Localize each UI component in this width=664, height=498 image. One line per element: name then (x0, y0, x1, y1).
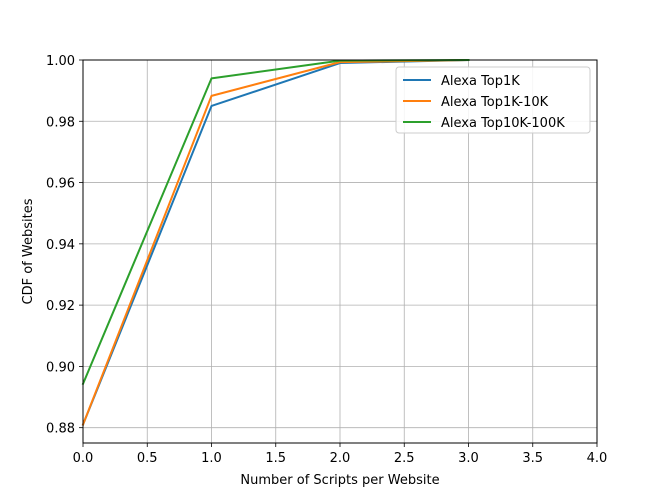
legend: Alexa Top1K Alexa Top1K-10K Alexa Top10K-1… (395, 66, 591, 134)
x-tick-label: 0.5 (137, 451, 158, 466)
y-tick-label: 0.98 (46, 115, 75, 130)
x-tick-label: 1.5 (265, 451, 286, 466)
x-tick-label: 4.0 (587, 451, 608, 466)
x-tick-label: 3.0 (458, 451, 479, 466)
y-tick-label: 1.00 (46, 54, 75, 69)
legend-label-3: Alexa Top10K-100K (441, 116, 565, 131)
y-tick-label: 0.92 (46, 299, 75, 314)
legend-label-2: Alexa Top1K-10K (441, 95, 549, 110)
y-tick-label: 0.90 (46, 360, 75, 375)
legend-label-1: Alexa Top1K (441, 74, 520, 89)
y-axis-label: CDF of Websites (21, 198, 36, 304)
y-tick-label: 0.88 (46, 422, 75, 437)
x-tick-label: 0.0 (73, 451, 94, 466)
y-tick-label: 0.94 (46, 238, 75, 253)
x-tick-label: 2.5 (394, 451, 415, 466)
legend-box (395, 66, 591, 134)
x-tick-label: 1.0 (201, 451, 222, 466)
x-axis: 0.0 0.5 1.0 1.5 2.0 2.5 3.0 3.5 4.0 (73, 443, 608, 466)
x-axis-label: Number of Scripts per Website (240, 473, 439, 488)
x-tick-label: 2.0 (330, 451, 351, 466)
y-axis: 0.88 0.90 0.92 0.94 0.96 0.98 1.00 (46, 54, 83, 437)
y-tick-label: 0.96 (46, 177, 75, 192)
x-tick-label: 3.5 (522, 451, 543, 466)
